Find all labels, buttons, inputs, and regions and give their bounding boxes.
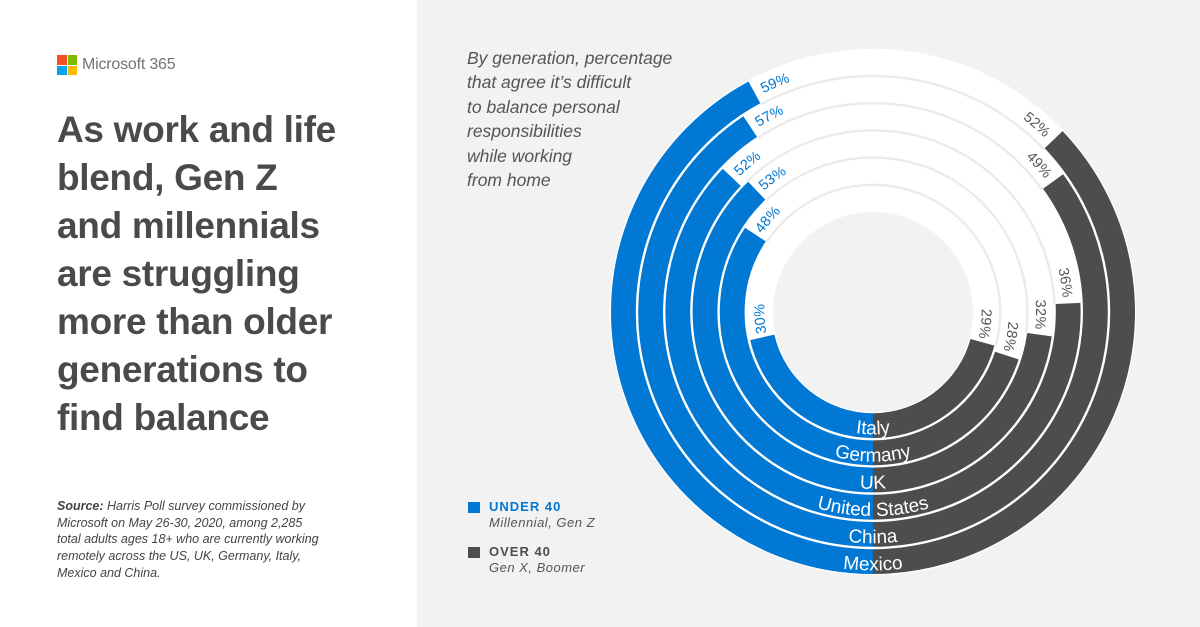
- headline-line: find balance: [57, 397, 270, 438]
- bar-under-40-united-states: [665, 168, 874, 520]
- source-line: total adults ages 18+ who are currently …: [57, 532, 319, 547]
- subtitle-line: to balance personal: [467, 96, 620, 117]
- bar-under-40-italy: [750, 334, 874, 438]
- category-label-text: China: [848, 526, 899, 548]
- headline-line: As work and life: [57, 109, 336, 150]
- value-label-text: 30%: [752, 304, 770, 335]
- value-label-over-40-italy: 29%: [975, 309, 994, 340]
- headline-line: more than older: [57, 301, 333, 342]
- category-label-text: Mexico: [843, 553, 904, 576]
- headline-line: and millennials: [57, 205, 320, 246]
- bar-over-40-china: [872, 174, 1108, 547]
- subtitle-line: responsibilities: [467, 121, 582, 142]
- category-label-text: Italy: [855, 417, 891, 439]
- category-label-china: China: [848, 526, 899, 548]
- bar-under-40-mexico: [611, 81, 874, 574]
- legend-swatch-over-40: [468, 547, 480, 558]
- subtitle-line: from home: [467, 170, 551, 191]
- chart-subtitle: By generation, percentage that agree it’…: [467, 46, 672, 192]
- category-label-mexico: Mexico: [843, 553, 904, 576]
- headline-line: generations to: [57, 349, 308, 390]
- category-label-italy: Italy: [855, 417, 891, 439]
- value-label-over-40-germany: 28%: [1000, 321, 1021, 353]
- source-line: Mexico and China.: [57, 565, 161, 580]
- bar-over-40-mexico: [872, 131, 1135, 574]
- value-label-under-40-italy: 30%: [752, 304, 770, 335]
- subtitle-line: that agree it’s difficult: [467, 72, 632, 93]
- bar-under-40-uk: [692, 181, 874, 493]
- subtitle-line: while working: [467, 145, 573, 166]
- legend-sublabel: Millennial, Gen Z: [489, 515, 596, 530]
- legend-label: OVER 40: [489, 544, 551, 559]
- value-label-over-40-united-states: 36%: [1054, 267, 1074, 299]
- headline-line: blend, Gen Z: [57, 157, 278, 198]
- headline-line: are struggling: [57, 253, 300, 294]
- logo-square-red: [57, 55, 67, 65]
- brand-name: Microsoft 365: [82, 56, 176, 73]
- legend-label: UNDER 40: [489, 499, 562, 514]
- source-note: Source: Harris Poll survey commissioned …: [57, 498, 319, 582]
- source-label: Source:: [57, 499, 104, 513]
- category-label-text: UK: [860, 472, 887, 494]
- bar-under-40-china: [638, 116, 874, 547]
- value-label-over-40-uk: 32%: [1031, 299, 1048, 330]
- logo-square-yellow: [67, 65, 77, 75]
- value-label-text: 36%: [1054, 267, 1074, 299]
- source-text: Harris Poll survey commissioned by: [107, 499, 306, 513]
- source-line: Source: Harris Poll survey commissioned …: [57, 498, 319, 515]
- value-label-text: 28%: [1000, 321, 1021, 353]
- bar-over-40-italy: [872, 338, 995, 438]
- logo-square-blue: [57, 65, 67, 75]
- value-label-text: 29%: [975, 309, 994, 340]
- chart-canvas: 30% 29%48%28%53%32%52%36%57%49%59%52%Ital…: [609, 48, 1137, 575]
- bar-over-40-uk: [872, 332, 1052, 493]
- legend-sublabel: Gen X, Boomer: [489, 560, 586, 575]
- bar-over-40-united-states: [872, 302, 1081, 520]
- source-line: remotely across the US, UK, Germany, Ita…: [57, 549, 302, 564]
- chart-center-hole: [773, 212, 973, 412]
- bar-over-40-germany: [872, 351, 1019, 466]
- microsoft-logo-icon: [57, 55, 77, 75]
- bars: [611, 81, 1135, 574]
- legend-swatch-under-40: [468, 502, 480, 513]
- source-line: Microsoft on May 26-30, 2020, among 2,28…: [57, 515, 303, 530]
- headline: As work and life blend, Gen Z and millen…: [57, 106, 336, 442]
- category-label-uk: UK: [860, 472, 887, 494]
- subtitle-line: By generation, percentage: [467, 48, 673, 68]
- left-panel: Microsoft 365 As work and life blend, Ge…: [0, 0, 417, 627]
- radial-bar-chart: 30% 29% 48% 28% 53% 32% 52% 36% 57% 49% 59% 52% Ital…: [417, 0, 1200, 627]
- value-label-text: 32%: [1031, 299, 1048, 330]
- bar-under-40-germany: [719, 227, 874, 466]
- logo-square-green: [67, 55, 77, 65]
